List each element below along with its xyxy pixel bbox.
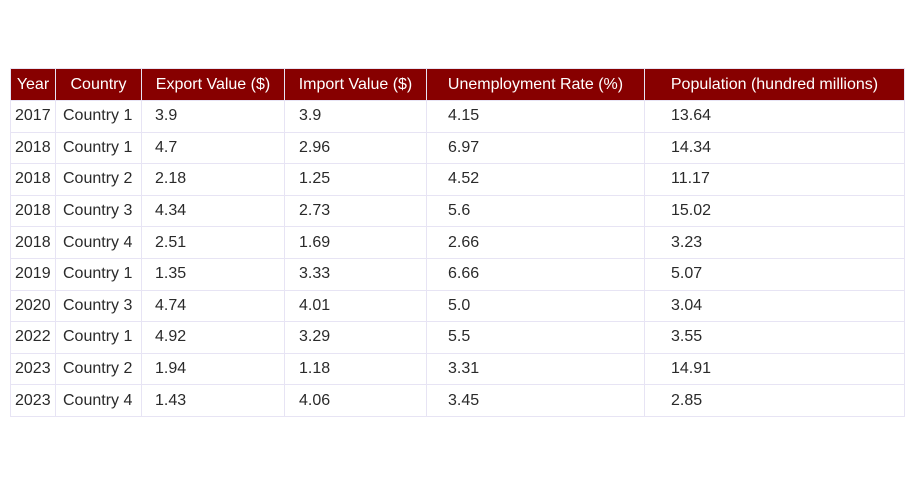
table-cell: 2018 [10,194,56,228]
table-cell: 4.06 [284,384,427,417]
table-cell: 2023 [10,384,56,417]
table-cell: 1.69 [284,226,427,259]
table-cell: 3.31 [426,352,645,386]
table-cell: 2.18 [141,163,285,196]
table-cell: 3.23 [644,226,905,259]
table-cell: 4.34 [141,194,285,228]
table-cell: 4.52 [426,163,645,196]
table-cell: 2.96 [284,131,427,165]
column-header: Export Value ($) [141,68,285,101]
table-cell: 2018 [10,226,56,259]
table-cell: 2.85 [644,384,905,417]
table-cell: 2023 [10,352,56,386]
column-header: Unemployment Rate (%) [426,68,645,101]
table-cell: 5.6 [426,194,645,228]
column-header: Population (hundred millions) [644,68,905,101]
table-row: 2020 Country 3 4.74 4.01 5.0 3.04 [10,289,905,323]
table-cell: 2018 [10,163,56,196]
table-cell: 6.66 [426,257,645,291]
table-cell: Country 4 [55,384,142,417]
table-cell: Country 4 [55,226,142,259]
table-cell: 4.92 [141,321,285,354]
table-cell: Country 3 [55,194,142,228]
table-row: 2023 Country 4 1.43 4.06 3.45 2.85 [10,384,905,417]
table-cell: 1.35 [141,257,285,291]
table-cell: 3.33 [284,257,427,291]
table-cell: 15.02 [644,194,905,228]
table-cell: 1.43 [141,384,285,417]
table-cell: Country 1 [55,100,142,133]
table-cell: 1.25 [284,163,427,196]
table-cell: Country 2 [55,352,142,386]
table-row: 2018 Country 3 4.34 2.73 5.6 15.02 [10,194,905,228]
table-cell: 2020 [10,289,56,323]
table-cell: 14.91 [644,352,905,386]
table-cell: 2.66 [426,226,645,259]
table-row: 2018 Country 2 2.18 1.25 4.52 11.17 [10,163,905,196]
data-table-container: Year Country Export Value ($) Import Value … [10,68,905,417]
table-cell: 2018 [10,131,56,165]
table-row: 2022 Country 1 4.92 3.29 5.5 3.55 [10,321,905,354]
table-row: 2017 Country 1 3.9 3.9 4.15 13.64 [10,100,905,133]
table-cell: 1.94 [141,352,285,386]
table-cell: 3.45 [426,384,645,417]
table-cell: 3.04 [644,289,905,323]
table-header: Year Country Export Value ($) Import Value … [10,68,905,101]
column-header: Import Value ($) [284,68,427,101]
table-cell: 3.29 [284,321,427,354]
table-row: 2023 Country 2 1.94 1.18 3.31 14.91 [10,352,905,386]
table-cell: 5.5 [426,321,645,354]
table-cell: 3.55 [644,321,905,354]
table-cell: 2019 [10,257,56,291]
table-cell: 2.51 [141,226,285,259]
table-row: 2018 Country 4 2.51 1.69 2.66 3.23 [10,226,905,259]
table-cell: 13.64 [644,100,905,133]
table-cell: 1.18 [284,352,427,386]
table-cell: 5.0 [426,289,645,323]
table-cell: 2017 [10,100,56,133]
table-cell: 2.73 [284,194,427,228]
table-cell: Country 1 [55,131,142,165]
table-cell: Country 1 [55,257,142,291]
table-cell: Country 2 [55,163,142,196]
table-cell: 3.9 [141,100,285,133]
table-cell: 3.9 [284,100,427,133]
table-cell: 11.17 [644,163,905,196]
table-row: 2018 Country 1 4.7 2.96 6.97 14.34 [10,131,905,165]
table-cell: 14.34 [644,131,905,165]
table-body: 2017 Country 1 3.9 3.9 4.15 13.64 2018 Country … [10,100,905,417]
table-cell: 4.7 [141,131,285,165]
header-row: Year Country Export Value ($) Import Value … [10,68,905,101]
data-table: Year Country Export Value ($) Import Value … [10,68,905,417]
table-cell: 4.01 [284,289,427,323]
table-cell: 2022 [10,321,56,354]
column-header: Year [10,68,56,101]
column-header: Country [55,68,142,101]
table-cell: Country 1 [55,321,142,354]
table-cell: 6.97 [426,131,645,165]
table-cell: 4.15 [426,100,645,133]
table-cell: 5.07 [644,257,905,291]
table-row: 2019 Country 1 1.35 3.33 6.66 5.07 [10,257,905,291]
table-cell: 4.74 [141,289,285,323]
table-cell: Country 3 [55,289,142,323]
